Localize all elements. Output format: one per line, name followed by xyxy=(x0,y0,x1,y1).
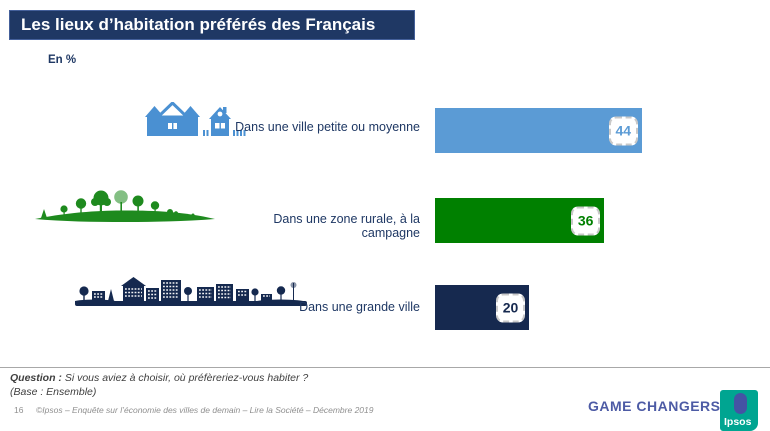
question-text: Question : Si vous aviez à choisir, où p… xyxy=(10,372,308,384)
small-town-houses-icon xyxy=(145,100,248,143)
ipsos-logo: Ipsos xyxy=(720,390,758,431)
copyright-text: ©Ipsos – Enquête sur l’économie des vill… xyxy=(36,405,374,415)
page-number: 16 xyxy=(14,405,24,415)
category-label-rural: Dans une zone rurale, à la campagne xyxy=(273,212,420,240)
base-text: (Base : Ensemble) xyxy=(10,386,97,398)
value-badge-small-town: 44 xyxy=(608,116,638,145)
ipsos-logo-shape-icon xyxy=(734,393,747,414)
question-label: Question : xyxy=(10,372,62,384)
bar-big-city: 20 xyxy=(435,285,529,330)
game-changers-tagline: GAME CHANGERS xyxy=(588,398,721,414)
countryside-trees-icon xyxy=(33,188,217,227)
question-body: Si vous aviez à choisir, où préfèreriez-… xyxy=(61,372,309,384)
unit-label: En % xyxy=(48,54,77,66)
title-banner: Les lieux d’habitation préférés des Fran… xyxy=(9,10,415,40)
big-city-skyline-icon xyxy=(73,276,307,312)
category-label-small-town: Dans une ville petite ou moyenne xyxy=(235,120,420,134)
footer-divider xyxy=(0,367,770,368)
value-badge-rural: 36 xyxy=(571,206,601,235)
ipsos-logo-text: Ipsos xyxy=(724,416,752,428)
value-badge-big-city: 20 xyxy=(496,293,525,322)
bar-rural: 36 xyxy=(435,198,605,243)
bar-small-town: 44 xyxy=(435,108,642,153)
page-title: Les lieux d’habitation préférés des Fran… xyxy=(21,15,376,34)
category-label-big-city: Dans une grande ville xyxy=(299,300,420,314)
